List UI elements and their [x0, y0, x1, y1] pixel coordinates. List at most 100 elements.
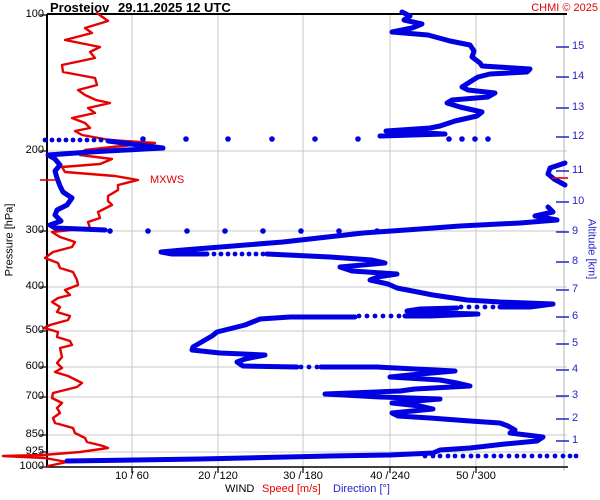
direction-dot	[42, 137, 48, 143]
direction-dot	[211, 251, 217, 257]
altitude-tick-label: 8	[572, 255, 579, 267]
direction-dot	[91, 137, 97, 143]
direction-dot	[445, 453, 451, 459]
direction-dot	[380, 313, 386, 319]
direction-curve-segment	[377, 9, 533, 139]
direction-dot	[107, 228, 113, 234]
direction-dot	[225, 136, 231, 142]
altitude-tick-label: 14	[572, 70, 585, 82]
direction-dot	[452, 453, 458, 459]
direction-dot	[84, 137, 90, 143]
sounding-datetime: 29.11.2025 12 UTC	[118, 0, 231, 15]
direction-dot	[514, 453, 520, 459]
direction-dot	[422, 453, 428, 459]
mxws-label: MXWS	[150, 174, 185, 186]
direction-dot	[239, 251, 245, 257]
direction-dot	[225, 251, 231, 257]
station-name: Prostejov	[50, 0, 110, 15]
direction-dot	[145, 228, 151, 234]
direction-dot	[396, 313, 402, 319]
copyright-notice: CHMI © 2025	[531, 2, 598, 14]
direction-dot	[336, 228, 342, 234]
direction-dot	[312, 136, 318, 142]
direction-dot	[222, 228, 228, 234]
x-tick-label: 50 / 300	[456, 470, 496, 482]
direction-dot	[183, 136, 189, 142]
pressure-tick-label: 700	[25, 390, 44, 402]
speed-legend-label: Speed [m/s]	[262, 483, 321, 495]
altitude-tick-label: 1	[572, 434, 579, 446]
direction-dot	[567, 453, 573, 459]
direction-dot	[483, 453, 489, 459]
direction-dot	[490, 304, 496, 310]
direction-dot	[460, 453, 466, 459]
direction-dot	[63, 137, 69, 143]
direction-dot	[260, 228, 266, 234]
pressure-tick-label: 925	[25, 445, 44, 457]
direction-dot	[475, 453, 481, 459]
direction-dot	[298, 228, 304, 234]
direction-legend-label: Direction [°]	[333, 483, 390, 495]
direction-dot	[356, 313, 362, 319]
direction-dot	[253, 251, 259, 257]
altitude-tick-label: 2	[572, 412, 579, 424]
direction-dot	[552, 453, 558, 459]
altitude-tick-label: 15	[572, 40, 585, 52]
direction-dot	[544, 453, 550, 459]
direction-dot	[430, 453, 436, 459]
direction-dot	[140, 136, 146, 142]
direction-dot	[482, 304, 488, 310]
wind-legend-title: WIND	[225, 483, 255, 495]
direction-curve-segment	[264, 251, 556, 310]
direction-dot	[372, 313, 378, 319]
direction-dot	[364, 313, 370, 319]
direction-dot	[355, 136, 361, 142]
direction-dot	[184, 228, 190, 234]
direction-dot	[521, 453, 527, 459]
direction-dot	[437, 453, 443, 459]
direction-dot	[472, 136, 478, 142]
direction-dot	[485, 136, 491, 142]
direction-dot	[314, 364, 320, 370]
pressure-tick-label: 500	[25, 324, 44, 336]
direction-dot	[468, 453, 474, 459]
speed-curve	[1, 11, 157, 468]
altitude-tick-label: 13	[572, 101, 585, 113]
altitude-tick-label: 3	[572, 389, 579, 401]
direction-dot	[70, 137, 76, 143]
pressure-tick-label: 100	[25, 8, 44, 20]
direction-curve-segment	[158, 204, 560, 257]
direction-dot	[218, 251, 224, 257]
direction-dot	[246, 251, 252, 257]
direction-dot	[232, 251, 238, 257]
altitude-tick-label: 6	[572, 310, 579, 322]
direction-dot	[260, 251, 266, 257]
x-tick-label: 10 / 60	[115, 470, 149, 482]
direction-dot	[269, 136, 275, 142]
direction-dot	[374, 228, 380, 234]
x-tick-label: 40 / 240	[370, 470, 410, 482]
altitude-tick-label: 9	[572, 225, 579, 237]
direction-dot	[56, 137, 62, 143]
altitude-tick-label: 11	[572, 164, 584, 176]
direction-dot	[560, 453, 566, 459]
direction-curve-segment	[402, 305, 481, 319]
pressure-tick-label: 1000	[19, 460, 44, 472]
altitude-tick-label: 5	[572, 337, 579, 349]
direction-dot	[474, 304, 480, 310]
pressure-tick-label: 300	[25, 224, 44, 236]
direction-dot	[529, 453, 535, 459]
direction-dot	[98, 137, 104, 143]
x-tick-label: 20 / 120	[198, 470, 238, 482]
direction-curve-segment	[545, 160, 568, 188]
pressure-tick-label: 400	[25, 280, 44, 292]
altitude-tick-label: 10	[572, 195, 585, 207]
direction-dot	[498, 453, 504, 459]
pressure-tick-label: 850	[25, 428, 44, 440]
direction-dot	[298, 364, 304, 370]
direction-curve-segment	[189, 314, 358, 370]
altitude-tick-label: 12	[572, 130, 585, 142]
direction-curve-segment	[64, 364, 546, 464]
altitude-tick-label: 4	[572, 363, 579, 375]
